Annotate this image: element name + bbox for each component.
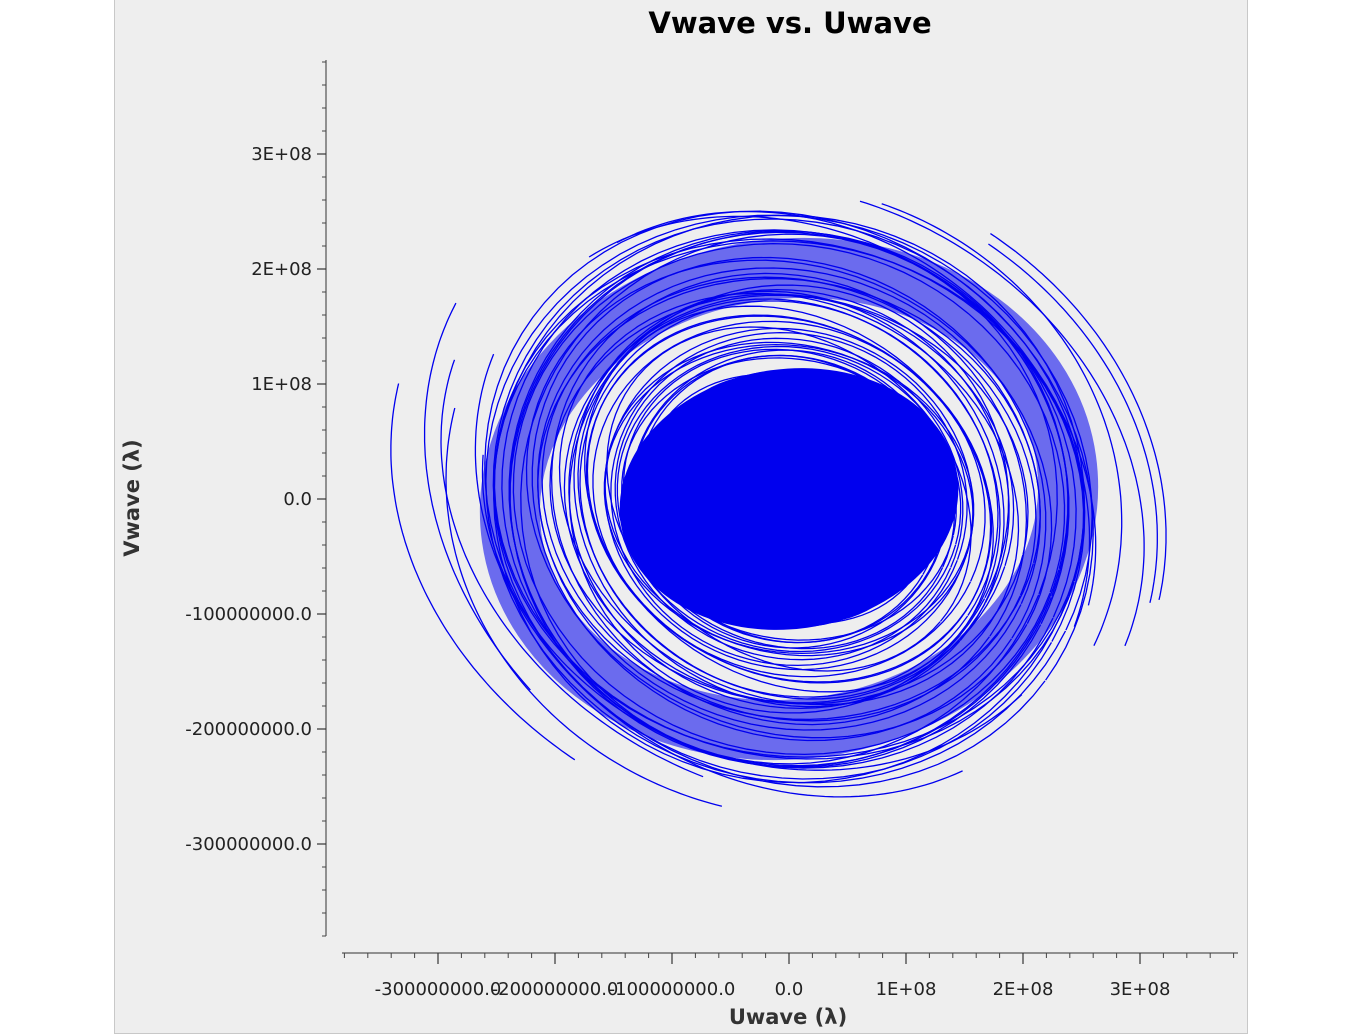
uv-track	[988, 243, 1158, 603]
y-tick-label: 2E+08	[251, 259, 312, 280]
y-tick-label: -200000000.0	[185, 719, 312, 740]
uv-track	[541, 276, 1037, 722]
uv-track	[610, 331, 968, 667]
plot-area: Vwave vs. Uwave 3E+08 2E+08 1E+08 0.0 -10000…	[114, 0, 1248, 1034]
uv-track	[531, 256, 1047, 742]
uv-track	[604, 341, 974, 657]
uv-track	[585, 315, 993, 683]
uv-track	[493, 238, 1085, 760]
uv-track	[881, 203, 1123, 646]
uv-track	[718, 436, 860, 562]
uv-track	[629, 349, 949, 649]
uv-track	[674, 393, 904, 605]
uv-track	[694, 412, 884, 586]
uv-tracks	[390, 200, 1167, 807]
uv-track	[721, 433, 857, 565]
y-axis-label: Vwave (λ)	[120, 439, 144, 557]
x-tick-label: -100000000.0	[609, 979, 736, 1000]
x-tick-label: 3E+08	[1110, 979, 1171, 1000]
uv-track	[671, 394, 907, 604]
uv-track	[616, 210, 1091, 627]
uv-track	[616, 345, 962, 653]
uv-track	[699, 413, 879, 585]
uv-track	[520, 233, 1058, 765]
chart-title: Vwave vs. Uwave	[648, 6, 931, 40]
uv-track	[481, 454, 1023, 771]
uv-track	[614, 337, 964, 661]
y-tick-label: -100000000.0	[185, 604, 312, 625]
uv-track	[859, 200, 1145, 647]
uv-track	[655, 370, 923, 628]
uv-track	[440, 359, 704, 778]
y-tick-label: 3E+08	[251, 144, 312, 165]
uv-dense-ring	[479, 237, 1099, 761]
uv-track	[653, 373, 925, 625]
x-axis: -300000000.0-200000000.0-100000000.0 0.0 1…	[342, 952, 1238, 1000]
y-tick-label: 1E+08	[251, 374, 312, 395]
uv-track	[509, 230, 1069, 768]
uv-track	[568, 288, 1010, 710]
x-tick-label: 1E+08	[876, 979, 937, 1000]
uv-track	[577, 298, 1001, 700]
uv-track	[493, 214, 1085, 784]
uv-track	[671, 392, 907, 606]
x-tick-label: -200000000.0	[492, 979, 619, 1000]
uv-track	[512, 242, 1066, 756]
uv-track	[573, 290, 1005, 708]
uv-track	[537, 267, 1041, 731]
x-tick-label: 2E+08	[993, 979, 1054, 1000]
uv-track	[697, 414, 881, 584]
y-tick-label: 0.0	[283, 489, 312, 510]
x-axis-label: Uwave (λ)	[729, 1005, 847, 1029]
y-tick-label: -300000000.0	[185, 834, 312, 855]
uv-track	[671, 389, 908, 609]
uv-track	[621, 357, 957, 641]
uv-track	[484, 210, 1094, 788]
x-tick-label: -300000000.0	[375, 979, 502, 1000]
uv-track	[990, 233, 1167, 601]
uv-track	[423, 302, 531, 691]
uv-track	[390, 383, 576, 761]
y-axis: 3E+08 2E+08 1E+08 0.0 -100000000.0 -200000000…	[185, 60, 327, 937]
chart: Vwave vs. Uwave 3E+08 2E+08 1E+08 0.0 -10000…	[120, 6, 1238, 1029]
uv-track	[588, 215, 1097, 606]
uv-track	[537, 277, 1041, 721]
x-tick-label: 0.0	[775, 979, 804, 1000]
uv-track	[631, 354, 947, 644]
uv-track	[550, 272, 1028, 726]
uv-track	[525, 259, 1053, 739]
uv-track	[474, 353, 963, 798]
uv-track	[508, 230, 1070, 768]
uv-track	[568, 284, 1010, 714]
